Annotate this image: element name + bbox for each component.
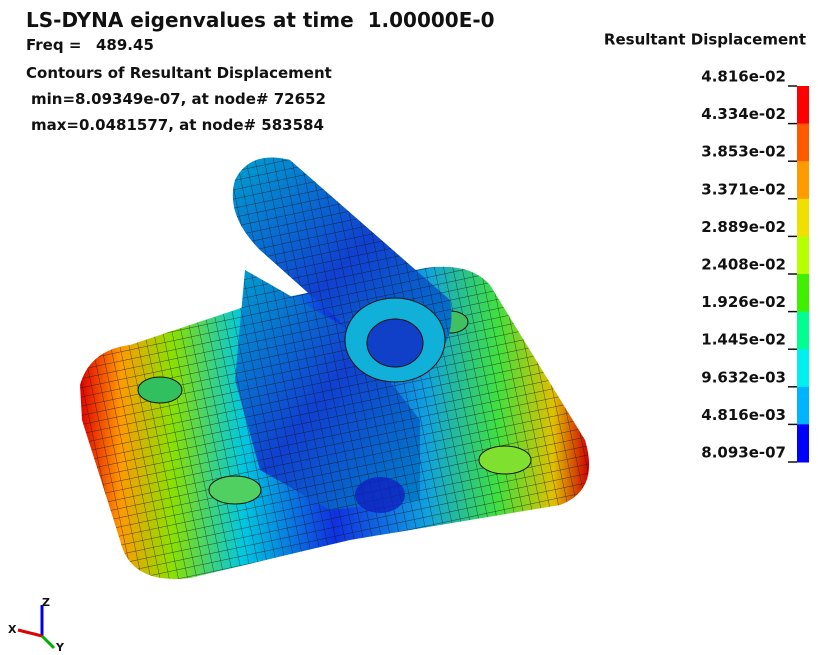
min-label: min=8.09349e-07, at node# 72652 bbox=[31, 90, 326, 108]
viewport: Z X Y Resultant Displacement 4.816e-02 4.… bbox=[0, 0, 818, 655]
legend-band bbox=[797, 236, 809, 274]
legend-band bbox=[797, 312, 809, 350]
legend-label: 1.445e-02 bbox=[701, 331, 786, 349]
max-label: max=0.0481577, at node# 583584 bbox=[31, 116, 324, 134]
title: LS-DYNA eigenvalues at time 1.00000E-0 bbox=[26, 8, 495, 32]
model bbox=[80, 158, 589, 579]
legend-label: 4.816e-02 bbox=[701, 68, 786, 86]
triad: Z X Y bbox=[8, 596, 65, 654]
axis-y: Y bbox=[55, 641, 65, 654]
axis-x: X bbox=[8, 623, 17, 636]
legend-label: 4.334e-02 bbox=[701, 105, 786, 123]
legend-band bbox=[797, 274, 809, 312]
legend-title: Resultant Displacement bbox=[604, 31, 806, 49]
legend-label: 3.371e-02 bbox=[701, 180, 786, 198]
legend-label: 3.853e-02 bbox=[701, 143, 786, 161]
freq-label: Freq = bbox=[26, 36, 81, 54]
legend-label: 2.408e-02 bbox=[701, 256, 786, 274]
legend-band bbox=[797, 124, 809, 162]
axis-z: Z bbox=[42, 596, 50, 609]
legend-label: 2.889e-02 bbox=[701, 218, 786, 236]
legend-label: 1.926e-02 bbox=[701, 293, 786, 311]
legend: Resultant Displacement 4.816e-02 4.334e-0… bbox=[604, 31, 809, 463]
legend-label: 4.816e-03 bbox=[701, 406, 786, 424]
legend-band bbox=[797, 86, 809, 124]
legend-band bbox=[797, 349, 809, 387]
legend-band bbox=[797, 161, 809, 199]
contour-label: Contours of Resultant Displacement bbox=[26, 64, 332, 82]
legend-label: 9.632e-03 bbox=[701, 368, 786, 386]
freq-value: 489.45 bbox=[96, 36, 154, 54]
legend-band bbox=[797, 387, 809, 425]
legend-label: 8.093e-07 bbox=[701, 444, 786, 462]
legend-band bbox=[797, 424, 809, 462]
legend-band bbox=[797, 199, 809, 237]
